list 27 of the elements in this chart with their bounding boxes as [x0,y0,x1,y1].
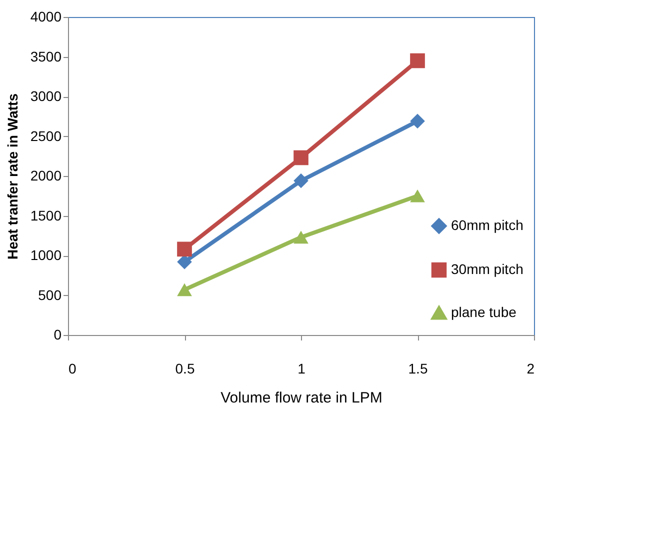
point [177,283,192,296]
y-tick-label: 3000 [30,88,62,104]
legend-label: 30mm pitch [451,261,524,277]
x-tick-label: 1.5 [408,360,428,376]
x-tick-label: 2 [526,360,535,376]
x-tick-label: 1 [298,360,306,376]
point [177,242,192,257]
point [410,189,425,202]
y-tick-label: 500 [38,286,62,303]
y-tick-label: 1000 [30,247,62,263]
x-tick-label: 0 [68,360,76,376]
y-tick-label: 4000 [30,8,62,24]
point [410,53,425,68]
legend-label: 60mm pitch [451,217,524,233]
y-tick-label: 0 [54,326,62,342]
y-tick-label: 2000 [30,168,62,184]
y-tick-label: 1500 [30,207,62,224]
y-tick-label: 3500 [30,48,62,64]
point [294,230,308,244]
legend-label: plane tube [451,304,517,320]
x-axis-title: Volume flow rate in LPM [220,390,382,406]
y-tick-label: 2500 [30,128,62,144]
point [294,173,308,188]
point [294,150,308,166]
y-axis-title: Heat tranfer rate in Watts [4,93,20,260]
x-tick-label: 0.5 [175,360,195,376]
point [410,114,425,129]
